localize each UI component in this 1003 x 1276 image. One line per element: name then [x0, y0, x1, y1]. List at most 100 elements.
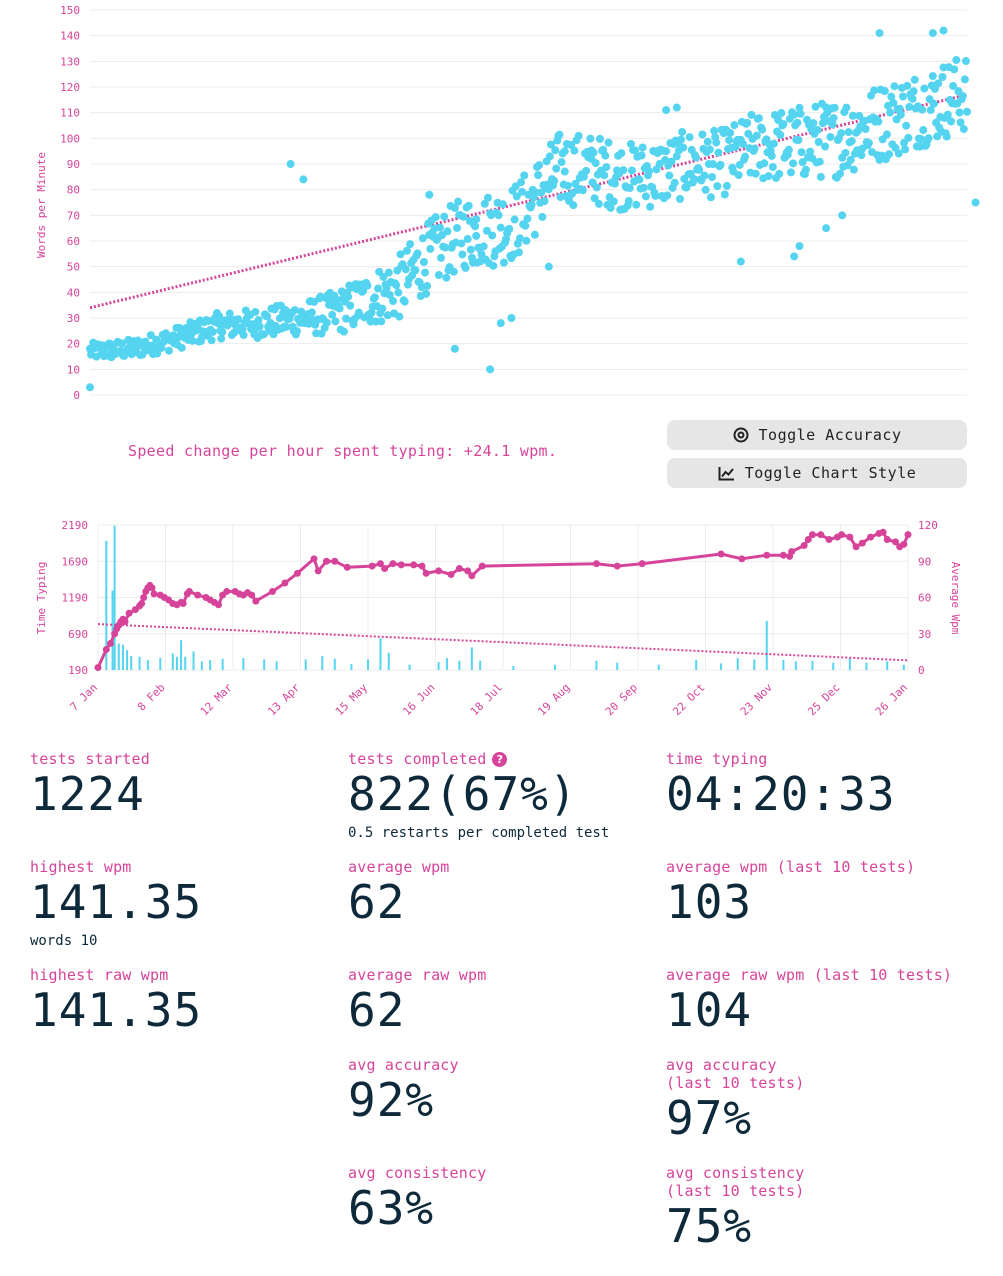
scatter-point [535, 161, 544, 170]
average-wpm-point [140, 594, 148, 601]
scatter-point [790, 110, 799, 119]
average-wpm-point [94, 664, 102, 672]
scatter-point [857, 151, 866, 160]
question-circle-icon[interactable]: ? [492, 752, 508, 767]
scatter-point [919, 126, 928, 135]
average-wpm-point [858, 539, 866, 547]
scatter-point [626, 139, 635, 148]
time-typing-bar [902, 664, 905, 670]
scatter-point [679, 143, 688, 152]
scatter-point [457, 239, 466, 248]
scatter-point [339, 327, 348, 336]
scatter-point [624, 197, 633, 206]
scatter-point [895, 104, 904, 113]
scatter-y-tick-label: 10 [67, 363, 80, 376]
scatter-point [499, 258, 508, 267]
scatter-point [86, 383, 94, 392]
scatter-point [726, 128, 735, 137]
scatter-point [632, 200, 641, 209]
highest-wpm-mode: words 10 [30, 933, 98, 949]
scatter-point [555, 130, 564, 139]
scatter-point [563, 181, 572, 190]
average-wpm-point [738, 555, 746, 563]
scatter-point [952, 55, 961, 64]
scatter-point [215, 312, 224, 321]
average-wpm-point [381, 565, 389, 572]
scatter-point [520, 171, 529, 180]
scatter-point [769, 139, 778, 148]
scatter-point [610, 179, 619, 188]
scatter-point [292, 327, 301, 336]
scatter-point [736, 257, 745, 266]
scatter-point [639, 183, 648, 192]
scatter-point [738, 139, 747, 148]
history-x-labels: 7 Jan 8 Feb 12 Mar 13 Apr 15 May 16 Jun 18 Jul… [68, 681, 911, 719]
average-wpm-point [763, 551, 771, 559]
toggle-chart-style-button[interactable]: Toggle Chart Style [667, 458, 967, 488]
avg-accuracy-label: avg accuracy [348, 1056, 459, 1074]
scatter-point [934, 79, 943, 88]
toggle-accuracy-button[interactable]: Toggle Accuracy [667, 420, 967, 450]
time-typing-bar [180, 640, 183, 670]
history-trend-line [97, 623, 909, 662]
toggle-chart-style-label: Toggle Chart Style [744, 464, 917, 482]
average-wpm-point [468, 572, 476, 580]
time-typing-bar [175, 656, 178, 670]
stat-average-raw-wpm: average raw wpm 62 [348, 966, 486, 1036]
time-typing-bar [242, 658, 245, 670]
time-typing-bar [184, 656, 187, 670]
scatter-point [768, 162, 777, 171]
scatter-point [609, 197, 618, 206]
scatter-point [505, 224, 514, 233]
scatter-point [560, 167, 569, 176]
scatter-point [458, 250, 467, 259]
scatter-point [328, 310, 337, 319]
scatter-point [928, 29, 937, 38]
scatter-point [961, 57, 970, 66]
tests-started-value: 1224 [30, 767, 145, 821]
average-wpm-point [817, 531, 825, 539]
scatter-point [604, 138, 613, 147]
stat-average-wpm: average wpm 62 [348, 858, 450, 928]
scatter-point [806, 147, 815, 156]
scatter-point [354, 308, 363, 317]
time-typing-bar [458, 660, 461, 670]
scatter-point [722, 181, 731, 190]
scatter-point [522, 236, 531, 245]
scatter-point [700, 171, 709, 180]
scatter-point [401, 265, 410, 274]
scatter-point [801, 165, 810, 174]
average-wpm-point [185, 587, 193, 595]
time-typing-bar [367, 659, 369, 670]
average-wpm-point [904, 531, 912, 539]
scatter-point [263, 312, 272, 321]
scatter-point [157, 343, 166, 352]
scatter-point [651, 191, 660, 200]
scatter-point [589, 148, 598, 157]
scatter-point [382, 284, 391, 293]
scatter-y-tick-label: 140 [60, 30, 80, 43]
scatter-point [421, 268, 430, 277]
time-typing-bar [350, 664, 353, 670]
scatter-point [188, 336, 197, 345]
scatter-point [488, 231, 497, 240]
average-wpm-point [102, 645, 110, 653]
history-left-axis-label: Time Typing [35, 562, 48, 635]
scatter-y-tick-label: 70 [67, 209, 80, 222]
average-wpm-point [121, 618, 129, 626]
scatter-point [887, 92, 896, 101]
average-wpm-point [343, 563, 351, 571]
average-wpm-point [106, 639, 114, 647]
scatter-point [344, 292, 353, 301]
scatter-point [496, 319, 505, 328]
scatter-point [385, 290, 394, 299]
scatter-point [943, 110, 952, 119]
scatter-point [282, 322, 291, 331]
scatter-point [431, 213, 440, 222]
avg-consistency-last10-label: avg consistency [666, 1164, 805, 1182]
scatter-point [552, 164, 561, 173]
scatter-point [193, 323, 202, 332]
scatter-point [830, 103, 839, 112]
scatter-y-tick-label: 110 [60, 107, 80, 120]
